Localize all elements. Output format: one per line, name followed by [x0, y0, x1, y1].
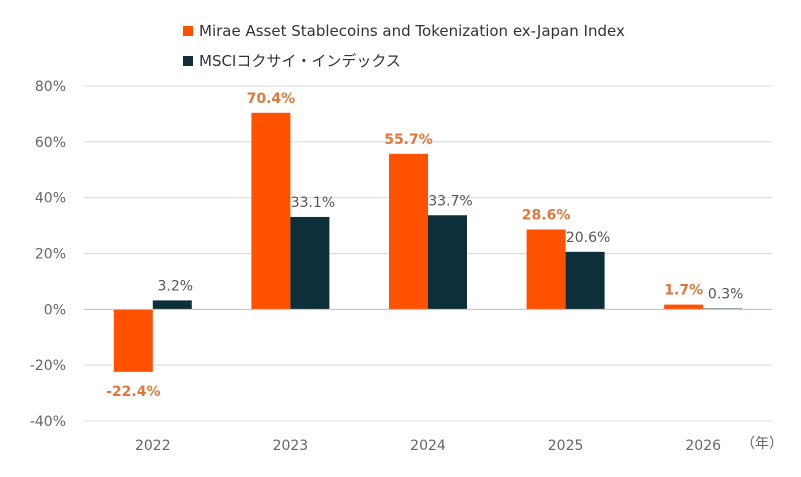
y-tick-label: -20% — [30, 358, 66, 374]
x-tick-label: 2025 — [548, 438, 584, 454]
y-tick-label: 0% — [44, 302, 66, 318]
bar-series-b — [152, 300, 192, 310]
x-tick-label: 2024 — [410, 438, 446, 454]
bar-series-a — [251, 112, 291, 310]
bar-series-b — [428, 215, 467, 310]
bar-series-b — [290, 216, 330, 310]
legend-swatch-series-b — [183, 55, 193, 66]
data-label-series-a: -22.4% — [106, 384, 160, 400]
y-tick-label: 40% — [35, 191, 66, 207]
data-label-series-a: 55.7% — [384, 132, 433, 148]
bar-series-b — [565, 251, 605, 310]
legend-item-series-a: Mirae Asset Stablecoins and Tokenization… — [183, 22, 625, 40]
x-axis-unit-label: （年） — [741, 436, 783, 452]
legend-swatch-series-a — [183, 26, 193, 36]
x-tick-label: 2023 — [273, 438, 309, 454]
legend-label-series-b: MSCIコクサイ・インデックス — [199, 52, 401, 70]
legend-label-series-a: Mirae Asset Stablecoins and Tokenization… — [199, 22, 625, 40]
bar-series-a — [389, 153, 428, 310]
x-tick-label: 2026 — [685, 438, 721, 454]
y-tick-label: 20% — [35, 247, 66, 263]
x-tick-label: 2022 — [135, 438, 171, 454]
bar-series-a — [113, 309, 153, 372]
y-tick-label: 60% — [35, 135, 66, 151]
legend-item-series-b: MSCIコクサイ・インデックス — [183, 50, 401, 71]
data-label-series-b: 20.6% — [566, 230, 610, 246]
data-label-series-b: 33.7% — [428, 193, 472, 209]
data-label-series-b: 3.2% — [158, 278, 194, 294]
bar-series-a — [526, 229, 566, 310]
data-label-series-b: 0.3% — [708, 286, 744, 302]
data-label-series-b: 33.1% — [291, 195, 335, 211]
data-label-series-a: 28.6% — [522, 207, 571, 223]
y-tick-label: -40% — [30, 414, 66, 430]
data-label-series-a: 70.4% — [247, 91, 296, 107]
data-label-series-a: 1.7% — [664, 283, 703, 299]
y-tick-label: 80% — [35, 79, 66, 95]
bar-series-a — [664, 304, 704, 310]
